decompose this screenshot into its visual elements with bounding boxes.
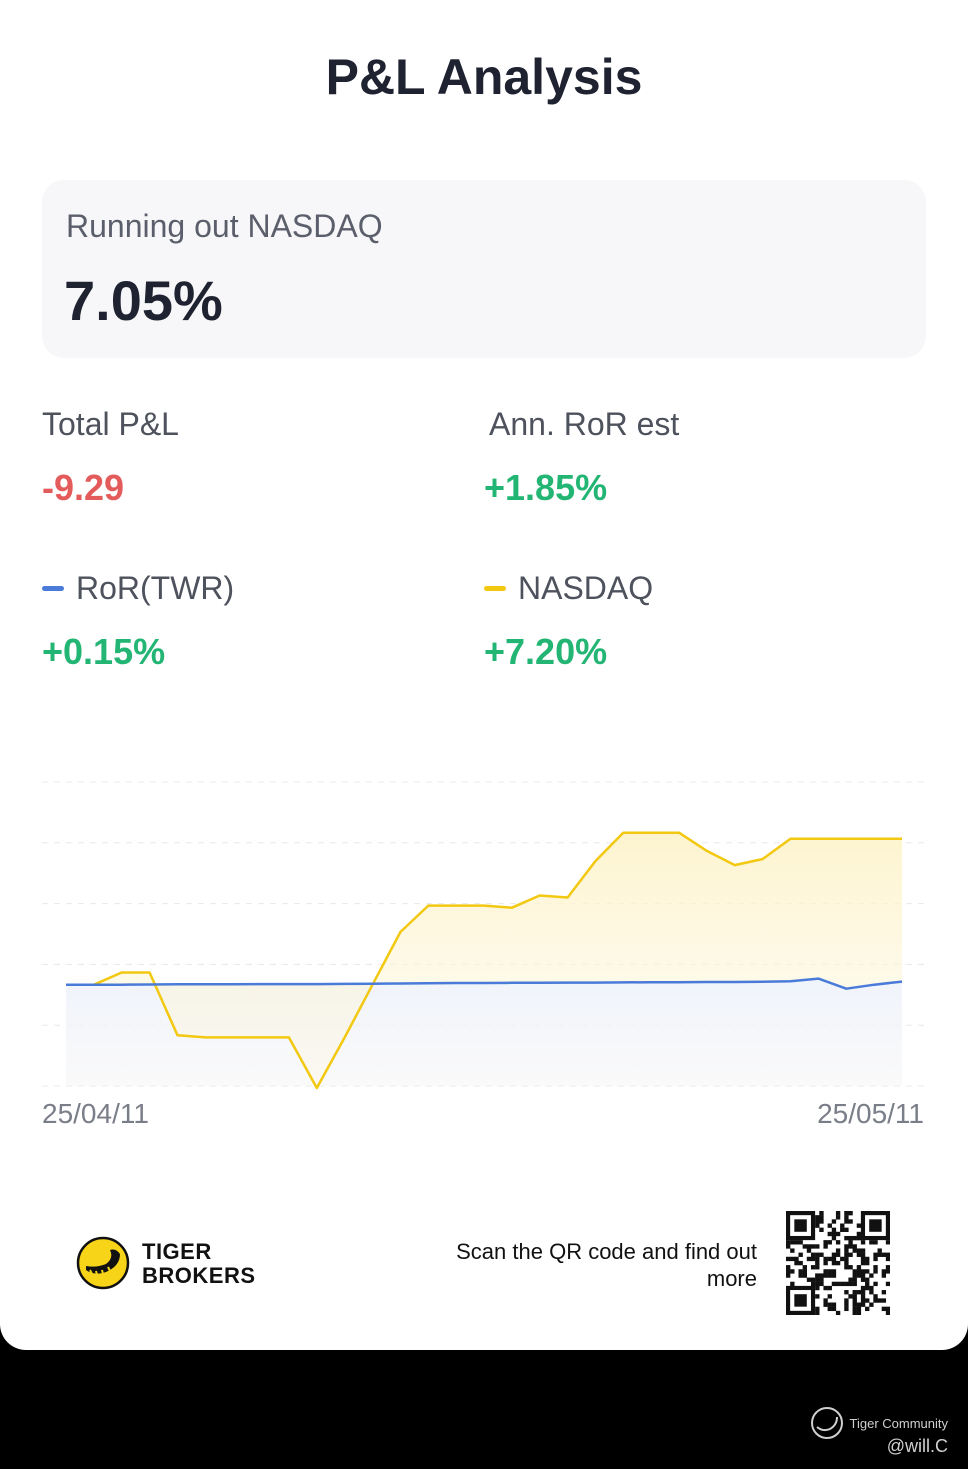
community-label: Tiger Community (849, 1415, 948, 1431)
tiger-community-icon (810, 1407, 843, 1439)
nasdaq-summary-box: Running out NASDAQ 7.05% (42, 180, 926, 358)
tiger-logo-icon (76, 1236, 130, 1290)
total-pnl-value: -9.29 (42, 467, 125, 508)
qr-code[interactable] (786, 1211, 890, 1315)
x-axis-start-label: 25/04/11 (42, 1098, 149, 1129)
x-axis-end-label: 25/05/11 (817, 1098, 924, 1129)
brand-line-1: TIGER (142, 1239, 212, 1264)
nasdaq-label: NASDAQ (518, 570, 654, 606)
ror-twr-stat: RoR(TWR) +0.15% (42, 570, 462, 673)
ann-ror-label: Ann. RoR est (489, 406, 680, 442)
ann-ror-value: +1.85% (484, 467, 608, 508)
summary-value: 7.05% (64, 269, 223, 332)
user-handle: @will.C (886, 1436, 948, 1456)
nasdaq-series-line (66, 831, 902, 1090)
nasdaq-value: +7.20% (484, 631, 608, 672)
total-pnl-label: Total P&L (42, 406, 179, 442)
nasdaq-stat: NASDAQ +7.20% (484, 570, 904, 673)
ror-twr-value: +0.15% (42, 631, 166, 672)
nasdaq-legend-dash (484, 586, 506, 591)
ror-twr-series-line (66, 977, 903, 990)
pnl-line-chart (42, 781, 926, 1090)
pnl-card: P&L Analysis Running out NASDAQ 7.05% To… (0, 0, 968, 1350)
nasdaq-area (66, 832, 902, 1088)
page-title: P&L Analysis (325, 49, 643, 105)
brand-name: TIGER BROKERS (142, 1240, 256, 1288)
community-watermark: Tiger Community (810, 1406, 948, 1440)
total-pnl-stat: Total P&L -9.29 (42, 406, 462, 509)
summary-label: Running out NASDAQ (66, 208, 383, 244)
brand-line-2: BROKERS (142, 1263, 256, 1288)
ror-twr-legend-dash (42, 586, 64, 591)
ror-twr-label: RoR(TWR) (76, 570, 235, 606)
ann-ror-stat: Ann. RoR est +1.85% (484, 406, 909, 509)
scan-qr-text: Scan the QR code and find out more (456, 1239, 757, 1291)
